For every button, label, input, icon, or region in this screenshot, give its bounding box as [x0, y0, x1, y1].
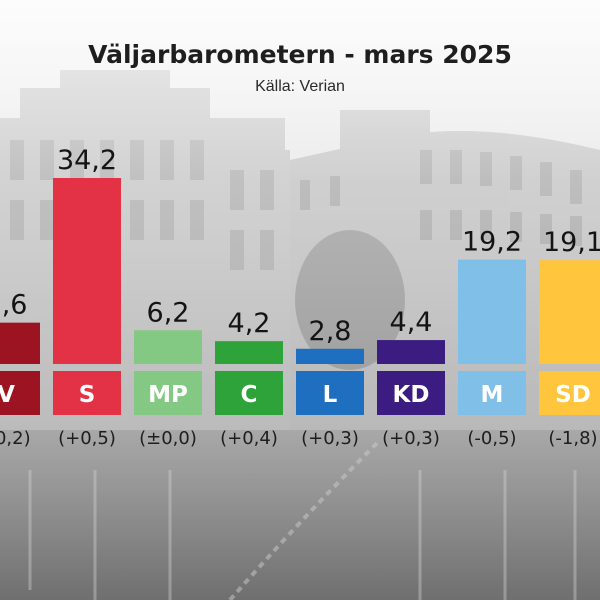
party-badge-mp [134, 371, 202, 415]
party-badge-s [53, 371, 121, 415]
party-label-v: V [0, 382, 15, 408]
value-label-kd: 4,4 [390, 307, 433, 338]
value-label-mp: 6,2 [147, 297, 190, 328]
bar-sd [539, 260, 600, 364]
bar-series: 7,6 V (-0,2) 34,2 S (+0,5) 6,2 MP (±0,0) 4,2 C (+0,… [0, 145, 600, 449]
value-label-l: 2,8 [309, 316, 352, 347]
party-label-l: L [323, 382, 338, 408]
change-label-sd: (-1,8) [548, 428, 597, 449]
chart-subtitle: Källa: Verian [255, 78, 345, 95]
value-label-s: 34,2 [57, 145, 117, 176]
party-label-sd: SD [555, 382, 591, 408]
bar-l [296, 348, 364, 364]
change-label-m: (-0,5) [467, 428, 516, 449]
party-label-m: M [481, 382, 504, 408]
bar-v [0, 322, 40, 364]
change-label-v: (-0,2) [0, 428, 31, 449]
bar-c [215, 341, 283, 364]
party-label-s: S [79, 382, 96, 408]
change-label-c: (+0,4) [220, 428, 278, 449]
party-label-kd: KD [393, 382, 430, 408]
bar-mp [134, 330, 202, 364]
party-label-c: C [241, 382, 258, 408]
value-label-c: 4,2 [228, 308, 271, 339]
change-label-s: (+0,5) [58, 428, 116, 449]
party-label-mp: MP [148, 382, 188, 408]
change-label-mp: (±0,0) [139, 428, 197, 449]
value-label-sd: 19,1 [543, 227, 600, 258]
bar-s [53, 178, 121, 364]
chart-title: Väljarbarometern - mars 2025 [88, 40, 512, 69]
party-badge-v [0, 371, 40, 415]
bar-m [458, 259, 526, 364]
change-label-l: (+0,3) [301, 428, 359, 449]
value-label-v: 7,6 [0, 290, 27, 321]
party-badge-kd [377, 371, 445, 415]
party-badge-l [296, 371, 364, 415]
value-label-m: 19,2 [462, 227, 522, 258]
party-badge-sd [539, 371, 600, 415]
party-badge-c [215, 371, 283, 415]
party-badge-m [458, 371, 526, 415]
change-label-kd: (+0,3) [382, 428, 440, 449]
bar-kd [377, 340, 445, 364]
